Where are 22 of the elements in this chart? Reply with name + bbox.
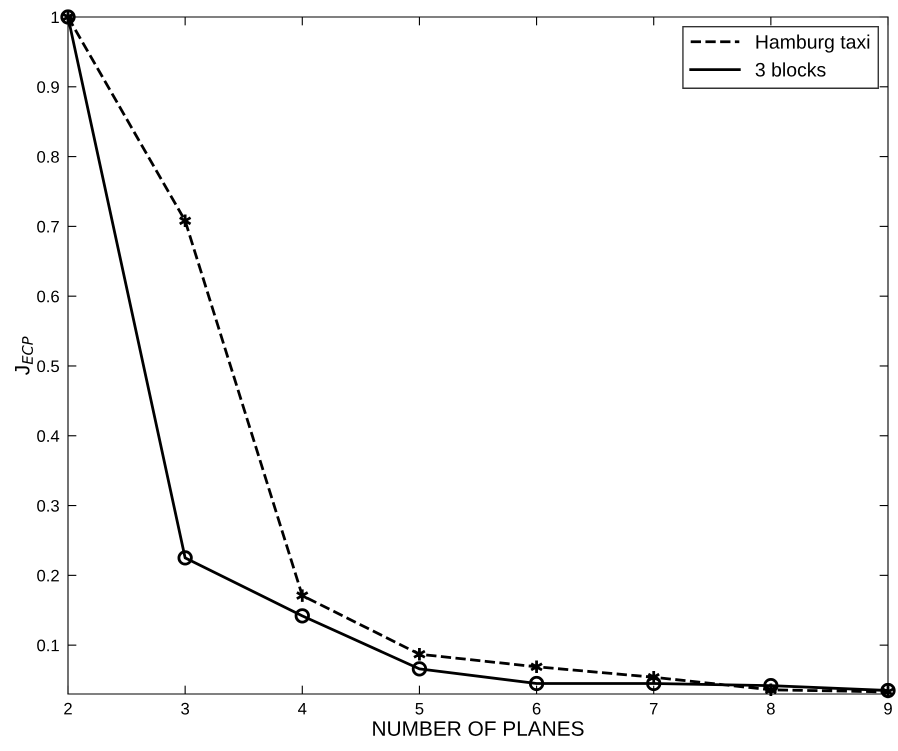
- x-axis-title: NUMBER OF PLANES: [373, 721, 584, 736]
- y-tick-label: 0.9: [37, 81, 59, 93]
- x-tick-label: 2: [64, 702, 72, 714]
- y-tick-label: 0.3: [37, 500, 59, 512]
- x-tick-label: 6: [532, 702, 540, 715]
- y-tick-label: 0.4: [37, 430, 60, 442]
- y-axis-title: J$_{ECP}$: [15, 336, 33, 375]
- x-tick-label: 7: [650, 702, 658, 714]
- y-tick-label: 0.6: [37, 290, 59, 302]
- x-tick-label: 3: [181, 702, 190, 715]
- x-tick-label: 5: [415, 702, 424, 715]
- legend-label: 3 blocks: [756, 62, 826, 77]
- legend-label: Hamburg taxi: [756, 34, 870, 53]
- y-tick-label: 1: [52, 12, 59, 24]
- y-tick-label: 0.7: [37, 220, 59, 233]
- x-tick-label: 9: [884, 702, 892, 715]
- x-tick-label: 8: [766, 702, 775, 715]
- y-tick-label: 0.2: [37, 570, 59, 582]
- y-tick-label: 0.8: [37, 150, 59, 163]
- y-tick-label: 0.1: [37, 640, 59, 652]
- y-tick-label: 0.5: [37, 360, 59, 372]
- x-tick-label: 4: [298, 702, 306, 714]
